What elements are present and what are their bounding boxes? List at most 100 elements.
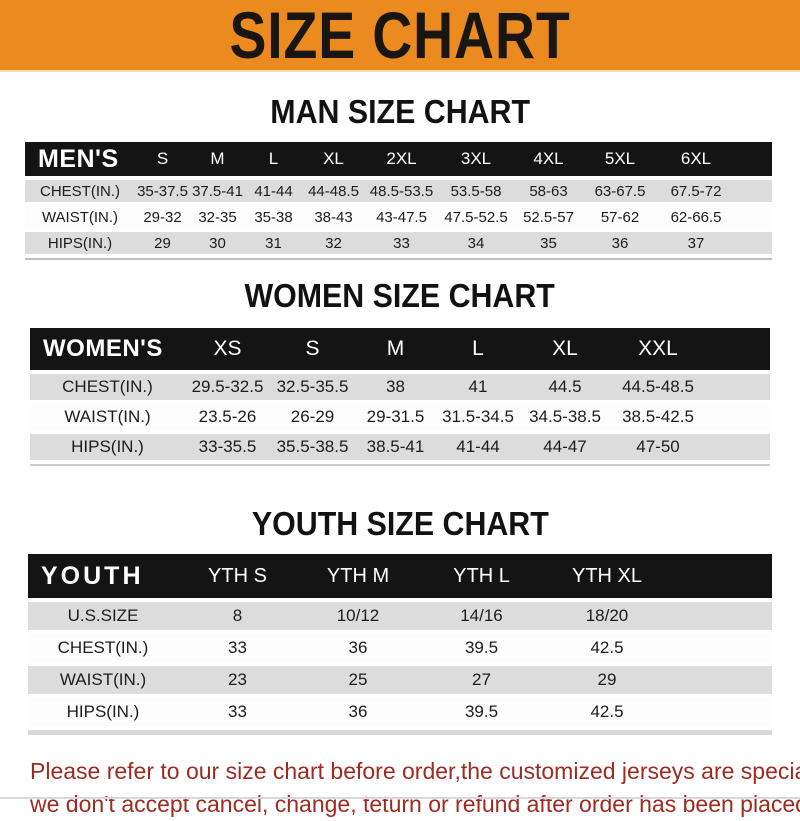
table-row: HIPS(IN.) 29 30 31 32 33 34 35 36 37 [25, 232, 772, 258]
size-value-cell: 44-48.5 [302, 180, 365, 206]
footer-line-1: Please refer to our size chart before or… [30, 758, 800, 784]
size-column-header: M [190, 142, 245, 180]
header-spacer [706, 328, 770, 374]
men-section-heading-text: MAN SIZE CHART [270, 93, 530, 130]
size-value-cell: 44-47 [520, 434, 610, 464]
footer-note: Please refer to our size chart before or… [30, 755, 800, 821]
size-value-cell: 27 [419, 666, 544, 698]
size-value-cell: 52.5-57 [514, 206, 583, 232]
youth-section-heading: YOUTH SIZE CHART [0, 504, 800, 544]
size-column-header: 4XL [514, 142, 583, 180]
size-value-cell: 41-44 [436, 434, 520, 464]
row-spacer [735, 206, 772, 232]
row-label: HIPS(IN.) [30, 434, 185, 464]
men-size-table: MEN'S S M L XL 2XL 3XL 4XL 5XL 6XL CHEST(IN.) 35-3… [25, 142, 772, 260]
size-value-cell: 33 [178, 634, 297, 666]
size-value-cell: 33 [365, 232, 438, 258]
table-row: HIPS(IN.) 33-35.5 35.5-38.5 38.5-41 41-44 44-… [30, 434, 770, 464]
size-value-cell: 18/20 [544, 602, 670, 634]
size-value-cell: 31 [245, 232, 302, 258]
row-label: HIPS(IN.) [25, 232, 135, 258]
size-column-header: XS [185, 328, 270, 374]
size-column-header: YTH S [178, 554, 297, 602]
row-label: WAIST(IN.) [30, 404, 185, 434]
size-column-header: M [355, 328, 436, 374]
size-value-cell: 32 [302, 232, 365, 258]
size-value-cell: 42.5 [544, 634, 670, 666]
size-value-cell: 39.5 [419, 634, 544, 666]
header-spacer [670, 554, 772, 602]
table-row: CHEST(IN.) 33 36 39.5 42.5 [28, 634, 772, 666]
size-chart-banner: SIZE CHART [0, 0, 800, 72]
size-column-header: YTH L [419, 554, 544, 602]
size-value-cell: 23 [178, 666, 297, 698]
youth-size-table: YOUTH YTH S YTH M YTH L YTH XL U.S.SIZE 8 10/1… [28, 554, 772, 735]
size-value-cell: 37.5-41 [190, 180, 245, 206]
row-label: CHEST(IN.) [25, 180, 135, 206]
size-value-cell: 38-43 [302, 206, 365, 232]
women-table-header-row: WOMEN'S XS S M L XL XXL [30, 328, 770, 374]
row-label: WAIST(IN.) [28, 666, 178, 698]
size-value-cell: 29 [544, 666, 670, 698]
size-value-cell: 35 [514, 232, 583, 258]
size-value-cell: 33 [178, 698, 297, 730]
table-title-cell: YOUTH [28, 554, 178, 602]
size-value-cell: 35-37.5 [135, 180, 190, 206]
size-value-cell: 35.5-38.5 [270, 434, 355, 464]
size-value-cell: 23.5-26 [185, 404, 270, 434]
table-title-cell: MEN'S [25, 142, 135, 180]
table-row: CHEST(IN.) 29.5-32.5 32.5-35.5 38 41 44.5 44.5… [30, 374, 770, 404]
size-value-cell: 26-29 [270, 404, 355, 434]
size-value-cell: 14/16 [419, 602, 544, 634]
size-value-cell: 67.5-72 [657, 180, 735, 206]
size-column-header: XXL [610, 328, 706, 374]
size-value-cell: 57-62 [583, 206, 657, 232]
size-value-cell: 29-32 [135, 206, 190, 232]
row-spacer [670, 634, 772, 666]
size-column-header: L [436, 328, 520, 374]
size-column-header: 2XL [365, 142, 438, 180]
row-spacer [706, 404, 770, 434]
size-value-cell: 38.5-41 [355, 434, 436, 464]
size-value-cell: 34.5-38.5 [520, 404, 610, 434]
size-column-header: YTH XL [544, 554, 670, 602]
bottom-divider [0, 797, 800, 799]
size-value-cell: 29 [135, 232, 190, 258]
size-column-header: YTH M [297, 554, 419, 602]
men-section-heading: MAN SIZE CHART [0, 92, 800, 132]
size-value-cell: 63-67.5 [583, 180, 657, 206]
size-column-header: L [245, 142, 302, 180]
size-value-cell: 41 [436, 374, 520, 404]
size-value-cell: 37 [657, 232, 735, 258]
size-column-header: S [270, 328, 355, 374]
row-spacer [706, 434, 770, 464]
size-value-cell: 10/12 [297, 602, 419, 634]
row-label: CHEST(IN.) [28, 634, 178, 666]
size-value-cell: 29.5-32.5 [185, 374, 270, 404]
size-column-header: XL [520, 328, 610, 374]
women-section-heading: WOMEN SIZE CHART [0, 276, 800, 316]
table-row: WAIST(IN.) 23.5-26 26-29 29-31.5 31.5-34.5 34… [30, 404, 770, 434]
size-value-cell: 36 [583, 232, 657, 258]
size-value-cell: 62-66.5 [657, 206, 735, 232]
header-spacer [735, 142, 772, 180]
footer-line-2: we don't accept cancel, change, teturn o… [30, 791, 800, 817]
size-value-cell: 44.5-48.5 [610, 374, 706, 404]
size-value-cell: 47-50 [610, 434, 706, 464]
row-spacer [670, 602, 772, 634]
size-value-cell: 41-44 [245, 180, 302, 206]
table-row: WAIST(IN.) 29-32 32-35 35-38 38-43 43-47.5 47.… [25, 206, 772, 232]
size-value-cell: 30 [190, 232, 245, 258]
row-label: CHEST(IN.) [30, 374, 185, 404]
men-table-header-row: MEN'S S M L XL 2XL 3XL 4XL 5XL 6XL [25, 142, 772, 180]
size-value-cell: 35-38 [245, 206, 302, 232]
size-value-cell: 47.5-52.5 [438, 206, 514, 232]
row-label: HIPS(IN.) [28, 698, 178, 730]
table-row: HIPS(IN.) 33 36 39.5 42.5 [28, 698, 772, 730]
table-title-cell: WOMEN'S [30, 328, 185, 374]
size-value-cell: 39.5 [419, 698, 544, 730]
size-value-cell: 36 [297, 698, 419, 730]
size-value-cell: 32-35 [190, 206, 245, 232]
size-column-header: S [135, 142, 190, 180]
row-spacer [735, 180, 772, 206]
